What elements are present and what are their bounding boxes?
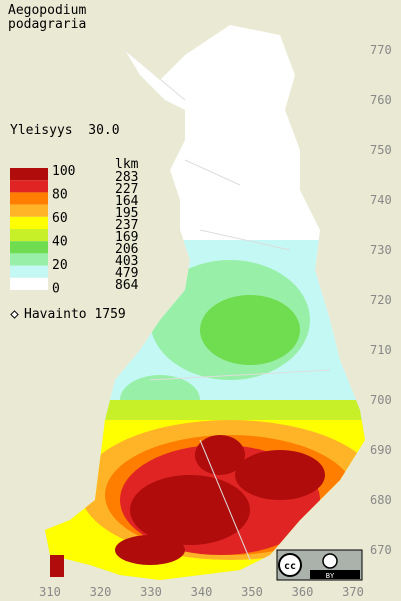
count-label: 169	[115, 230, 138, 245]
count-label: 164	[115, 194, 139, 209]
grid-label: 330	[140, 585, 162, 599]
count-label: 195	[115, 206, 138, 221]
cc-badge: cc BY	[276, 549, 363, 581]
count-label: 283	[115, 170, 138, 185]
count-label: 864	[115, 278, 139, 293]
count-header: lkm	[115, 157, 139, 172]
count-label: 206	[115, 242, 138, 257]
scale-label: 40	[52, 235, 68, 250]
observations: Havainto 1759	[24, 307, 126, 322]
scale-label: 100	[52, 164, 75, 179]
legend-swatch	[10, 253, 48, 266]
grid-label: 750	[370, 143, 392, 157]
by-text: BY	[326, 572, 335, 580]
scale-label: 60	[52, 211, 68, 226]
legend-swatch	[10, 265, 48, 278]
grid-label: 770	[370, 43, 392, 57]
grid-label: 720	[370, 293, 392, 307]
grid-label: 680	[370, 493, 392, 507]
legend-swatch	[10, 168, 48, 181]
grid-label: 700	[370, 393, 392, 407]
legend-swatch	[10, 180, 48, 193]
grid-label: 670	[370, 543, 392, 557]
grid-label: 370	[342, 585, 364, 599]
scale-label: 20	[52, 258, 68, 273]
grid-label: 320	[90, 585, 112, 599]
legend-swatch	[10, 241, 48, 254]
cc-text: cc	[284, 561, 296, 572]
legend-swatch	[10, 277, 48, 290]
obs-marker	[10, 310, 19, 319]
title-line: podagraria	[8, 17, 86, 32]
count-label: 237	[115, 218, 138, 233]
aland-patch	[50, 555, 64, 577]
count-label: 479	[115, 266, 138, 281]
legend-swatch	[10, 229, 48, 242]
grid-label: 710	[370, 343, 392, 357]
grid-label: 740	[370, 193, 392, 207]
grid-label: 730	[370, 243, 392, 257]
grid-label: 360	[292, 585, 314, 599]
count-label: 403	[115, 254, 138, 269]
title-line: Aegopodium	[8, 3, 86, 18]
legend-swatch	[10, 204, 48, 217]
grid-label: 350	[241, 585, 263, 599]
scale-label: 80	[52, 188, 68, 203]
legend-swatch	[10, 216, 48, 229]
legend-swatch	[10, 192, 48, 205]
grid-label: 690	[370, 443, 392, 457]
scale-label: 0	[52, 282, 60, 297]
count-label: 227	[115, 182, 138, 197]
grid-label: 310	[39, 585, 61, 599]
frequency: Yleisyys 30.0	[10, 123, 120, 138]
grid-label: 340	[191, 585, 213, 599]
grid-label: 760	[370, 93, 392, 107]
